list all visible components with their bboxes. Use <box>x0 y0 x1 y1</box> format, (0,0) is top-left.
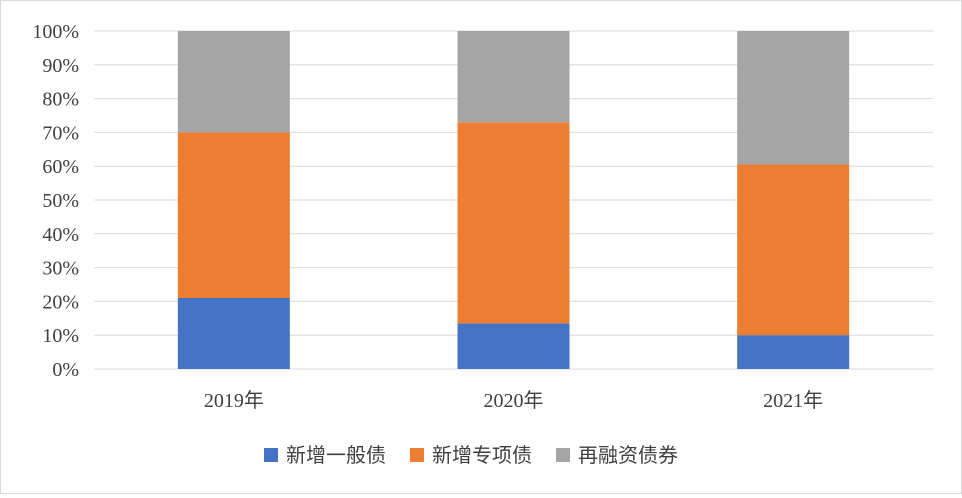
y-tick-label: 90% <box>42 55 79 77</box>
bar-segment <box>457 323 570 369</box>
y-tick-label: 80% <box>42 89 79 111</box>
y-tick-label: 0% <box>52 359 79 381</box>
x-category-label: 2020年 <box>484 389 544 412</box>
legend-label: 再融资债券 <box>578 444 678 467</box>
bar-segment <box>177 132 290 299</box>
bar-segment <box>737 164 850 336</box>
x-category-label: 2019年 <box>204 389 264 412</box>
bar-segment <box>457 122 570 324</box>
legend-swatch <box>410 448 424 462</box>
legend-swatch <box>556 448 570 462</box>
y-tick-label: 10% <box>42 325 79 347</box>
bar-segment <box>457 31 570 123</box>
y-axis-tick-labels: 0% 10% 20% 30% 40% 50% 60% 70% 80% 90% 100% <box>32 21 79 381</box>
legend-swatch <box>264 448 278 462</box>
x-axis-category-labels: 2019年 2020年 2021年 <box>204 389 823 412</box>
y-tick-label: 70% <box>42 122 79 144</box>
y-tick-label: 50% <box>42 190 79 212</box>
legend: 新增一般债 新增专项债 再融资债券 <box>264 444 678 467</box>
bar-segment <box>177 31 290 133</box>
y-tick-label: 40% <box>42 224 79 246</box>
y-tick-label: 20% <box>42 291 79 313</box>
x-category-label: 2021年 <box>763 389 823 412</box>
bar-segment <box>177 298 290 369</box>
bar-segment <box>737 31 850 165</box>
bars <box>177 31 850 369</box>
legend-label: 新增一般债 <box>286 444 386 467</box>
bar-segment <box>737 335 850 369</box>
legend-label: 新增专项债 <box>432 444 532 467</box>
y-tick-label: 60% <box>42 156 79 178</box>
y-tick-label: 100% <box>32 21 79 43</box>
y-tick-label: 30% <box>42 258 79 280</box>
